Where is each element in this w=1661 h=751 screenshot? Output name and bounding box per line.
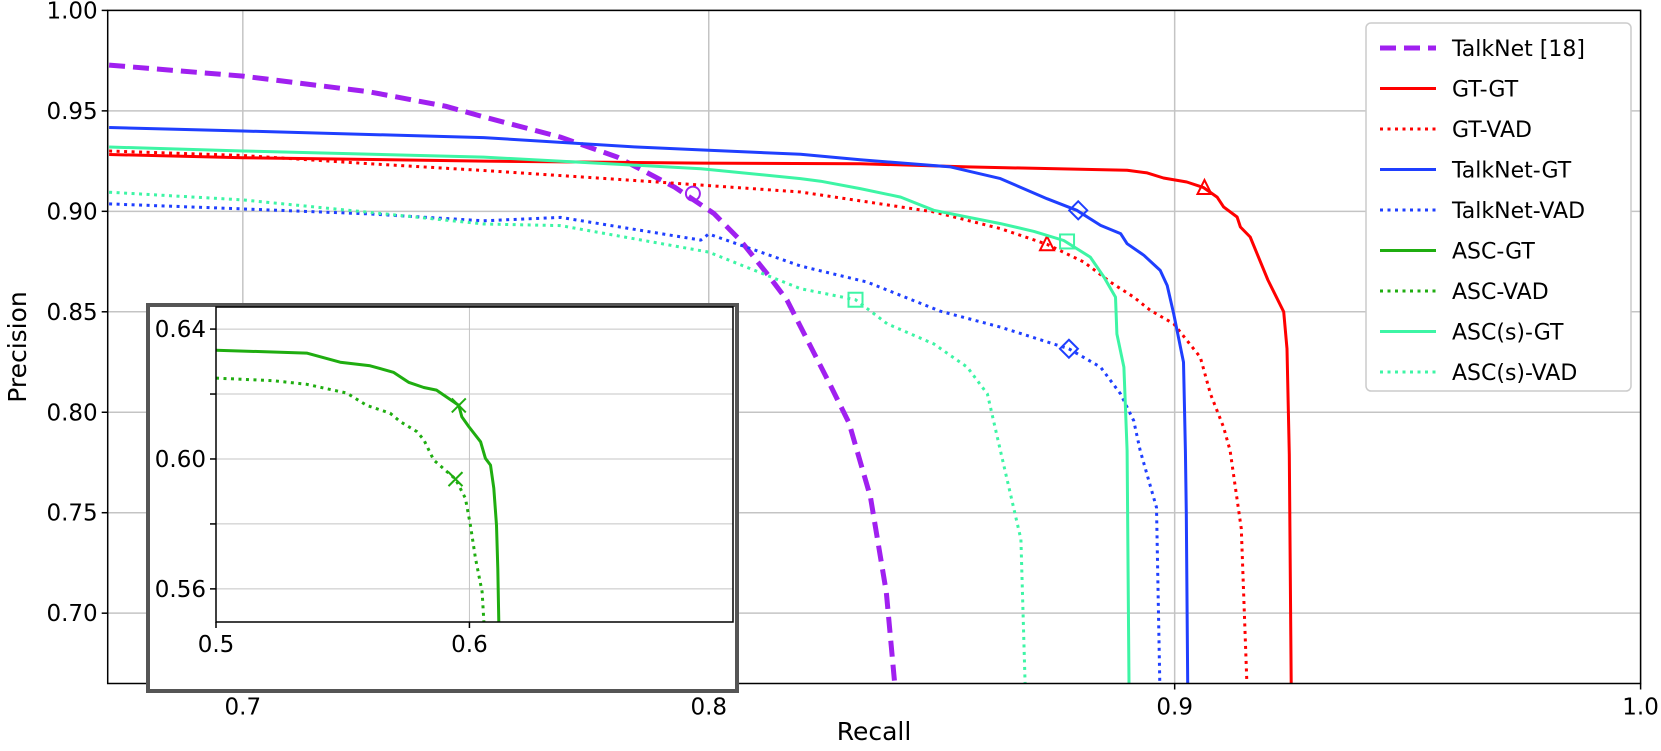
marker-talknet-vad bbox=[1058, 338, 1080, 360]
y-tick-label: 0.95 bbox=[46, 99, 97, 125]
y-tick-label: 0.70 bbox=[46, 601, 97, 627]
series-line-asc-vad bbox=[215, 376, 486, 623]
y-tick-label: 1.00 bbox=[46, 0, 97, 24]
x-tick-label: 0.7 bbox=[225, 695, 262, 721]
series-line-talknet-gt bbox=[109, 126, 1190, 684]
y-tick-label: 0.80 bbox=[46, 400, 97, 426]
legend-label: TalkNet [18] bbox=[1451, 37, 1585, 62]
legend-label: GT-VAD bbox=[1452, 118, 1532, 143]
marker-talknet-18 bbox=[684, 185, 701, 202]
marker-asc-s-gt bbox=[1059, 233, 1076, 250]
marker-talknet-gt bbox=[1067, 199, 1089, 221]
y-tick-label: 0.85 bbox=[46, 300, 97, 326]
x-tick-label: 0.8 bbox=[690, 695, 727, 721]
inset-series bbox=[215, 348, 501, 623]
plot-frame bbox=[106, 9, 1642, 685]
legend-box bbox=[1365, 22, 1632, 392]
y-tick-label: 0.90 bbox=[46, 199, 97, 225]
marker-asc-s-vad bbox=[847, 291, 864, 308]
series-line-asc-s-gt bbox=[109, 145, 1131, 684]
x-tick-label: 0.9 bbox=[1156, 695, 1193, 721]
x-axis-label: Recall bbox=[837, 717, 912, 746]
y-tick-label: 0.64 bbox=[155, 317, 206, 343]
plot-frame bbox=[215, 306, 734, 623]
series-line-gt-vad bbox=[109, 149, 1249, 684]
main-axes: 0.7 0.8 0.9 1.0 0.70 0.75 0.80 0.85 0.90 0.95 1.00 bbox=[46, 0, 1659, 721]
legend-label: TalkNet-GT bbox=[1451, 159, 1572, 184]
legend-label: ASC-GT bbox=[1452, 240, 1535, 265]
inset-grid bbox=[215, 307, 733, 622]
y-tick-label: 0.56 bbox=[155, 577, 206, 603]
y-tick-label: 0.60 bbox=[155, 447, 206, 473]
series-line-talknet-18 bbox=[108, 62, 898, 684]
marker-gt-gt bbox=[1195, 177, 1214, 196]
y-tick-label: 0.75 bbox=[46, 501, 97, 527]
inset-frame bbox=[146, 303, 739, 693]
x-tick-label: 1.0 bbox=[1622, 695, 1659, 721]
legend-label: GT-GT bbox=[1452, 78, 1519, 103]
legend-label: TalkNet-VAD bbox=[1451, 199, 1585, 224]
inset-axes: 0.5 0.6 0.56 0.60 0.64 bbox=[155, 306, 734, 658]
legend-label: ASC(s)-VAD bbox=[1452, 361, 1577, 386]
series-line-gt-gt bbox=[109, 153, 1293, 684]
series-line-asc-s-vad bbox=[109, 190, 1027, 684]
legend: TalkNet [18] GT-GT GT-VAD TalkNet-GT TalkNet… bbox=[1365, 22, 1632, 392]
legend-label: ASC-VAD bbox=[1452, 280, 1549, 305]
x-tick-label: 0.6 bbox=[451, 632, 488, 658]
x-tick-label: 0.5 bbox=[198, 632, 235, 658]
marker-asc-gt bbox=[451, 397, 467, 414]
inset-chart: 0.5 0.6 0.56 0.60 0.64 bbox=[146, 303, 739, 693]
main-series bbox=[108, 62, 1293, 684]
marker-asc-vad bbox=[447, 471, 464, 487]
y-axis-label: Precision bbox=[3, 291, 32, 403]
marker-gt-vad bbox=[1038, 234, 1056, 252]
legend-label: ASC(s)-GT bbox=[1452, 321, 1564, 346]
series-line-asc-gt bbox=[215, 348, 501, 623]
